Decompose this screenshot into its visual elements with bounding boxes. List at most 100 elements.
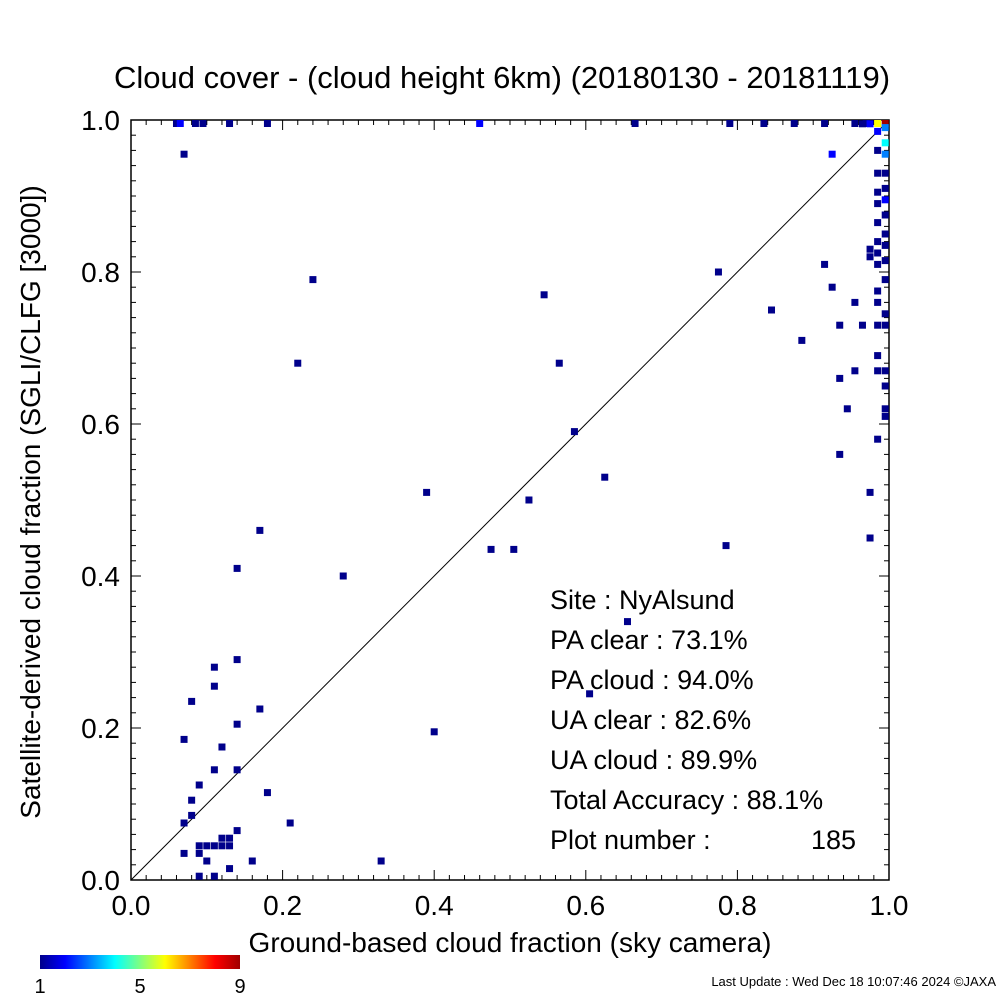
data-point (309, 276, 317, 284)
data-point (866, 534, 874, 542)
one-to-one-reference-line (130, 119, 890, 881)
data-point (881, 169, 889, 177)
data-point (881, 241, 889, 249)
data-point (487, 545, 495, 553)
plot-area (130, 119, 890, 881)
ua-clear-label: UA clear : 82.6% (550, 705, 751, 735)
data-point (760, 120, 768, 127)
x-tick-label: 0.2 (263, 890, 302, 921)
last-update-footer: Last Update : Wed Dec 18 10:07:46 2024 ©… (711, 974, 996, 989)
data-point (601, 473, 609, 481)
data-point (836, 321, 844, 329)
data-point (768, 306, 776, 314)
data-point (866, 120, 874, 128)
data-point (821, 120, 829, 127)
data-point (874, 238, 882, 246)
data-point (722, 542, 730, 550)
data-point (226, 834, 234, 842)
y-tick-label: 0.6 (81, 409, 120, 440)
data-point (851, 120, 859, 127)
data-point (172, 120, 180, 127)
statistics-panel: Site : NyAlsund PA clear : 73.1% PA clou… (550, 585, 856, 855)
data-point (874, 298, 882, 306)
y-tick-label: 0.8 (81, 257, 120, 288)
data-point (233, 827, 241, 835)
data-point (195, 872, 203, 880)
data-points (172, 120, 889, 880)
data-point (874, 200, 882, 208)
colorbar: 1 5 9 (34, 955, 246, 998)
data-point (476, 120, 484, 127)
data-point (821, 260, 829, 268)
data-point (836, 450, 844, 458)
data-point (881, 120, 889, 127)
data-point (256, 526, 264, 534)
data-point (881, 139, 889, 147)
colorbar-gradient (40, 955, 240, 969)
data-point (180, 150, 188, 158)
data-point (874, 352, 882, 360)
data-point (881, 412, 889, 420)
data-point (294, 359, 302, 367)
plot-number-value: 185 (811, 825, 856, 855)
data-point (188, 811, 196, 819)
data-point (726, 120, 734, 127)
data-point (210, 663, 218, 671)
pa-cloud-label: PA cloud : 94.0% (550, 665, 754, 695)
x-tick-label: 0.4 (415, 890, 454, 921)
data-point (874, 219, 882, 227)
data-point (881, 184, 889, 192)
data-point (195, 842, 203, 850)
data-point (210, 842, 218, 850)
data-point (286, 819, 294, 827)
data-point (555, 359, 563, 367)
data-point (866, 253, 874, 261)
ua-cloud-label: UA cloud : 89.9% (550, 745, 757, 775)
pa-clear-label: PA clear : 73.1% (550, 625, 748, 655)
data-point (881, 321, 889, 329)
data-point (188, 697, 196, 705)
data-point (874, 435, 882, 443)
data-point (714, 268, 722, 276)
data-point (218, 743, 226, 751)
data-point (218, 834, 226, 842)
data-point (874, 249, 882, 257)
data-point (874, 287, 882, 295)
y-tick-label: 0.4 (81, 561, 120, 592)
data-point (195, 781, 203, 789)
data-point (862, 120, 870, 127)
x-tick-label: 0.6 (566, 890, 605, 921)
data-point (881, 230, 889, 238)
x-tick-label: 0.0 (112, 890, 151, 921)
data-point (233, 766, 241, 774)
data-point (256, 705, 264, 713)
data-point (199, 120, 207, 127)
data-point (180, 735, 188, 743)
plot-number-label: Plot number : (550, 825, 711, 855)
data-point (570, 428, 578, 436)
data-point (188, 796, 196, 804)
data-point (203, 857, 211, 865)
data-point (339, 572, 347, 580)
y-tick-label: 1.0 (81, 105, 120, 136)
data-point (798, 336, 806, 344)
data-point (874, 120, 882, 127)
data-point (828, 283, 836, 291)
data-point (586, 690, 594, 698)
colorbar-max-label: 9 (234, 976, 245, 998)
chart-title: Cloud cover - (cloud height 6km) (201801… (114, 60, 890, 95)
data-point (510, 545, 518, 553)
data-point (881, 211, 889, 219)
data-point (881, 257, 889, 265)
colorbar-mid-label: 5 (134, 976, 145, 998)
x-tick-label: 1.0 (870, 890, 909, 921)
data-point (866, 245, 874, 253)
data-point (631, 120, 639, 127)
data-point (191, 120, 199, 127)
data-point (430, 728, 438, 736)
data-point (874, 188, 882, 196)
data-point (203, 842, 211, 850)
y-tick-labels: 0.0 0.2 0.4 0.6 0.8 1.0 (81, 105, 120, 896)
data-point (226, 842, 234, 850)
